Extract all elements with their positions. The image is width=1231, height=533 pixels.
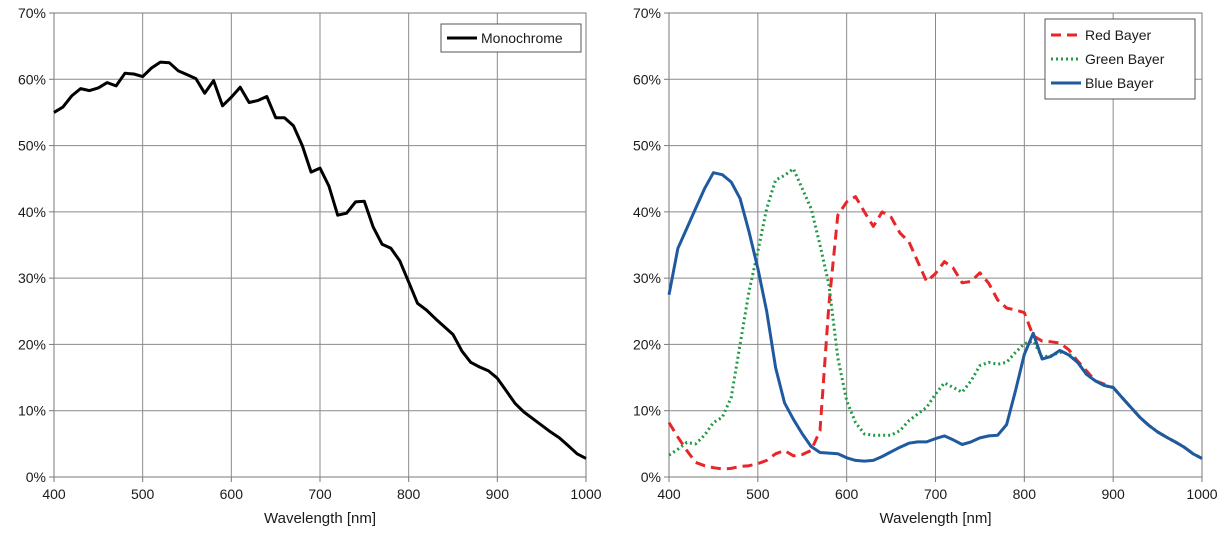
x-tick-label: 800	[1013, 486, 1037, 502]
x-tick-label: 900	[486, 486, 510, 502]
y-tick-label: 10%	[633, 403, 661, 419]
y-tick-label: 60%	[18, 71, 46, 87]
y-tick-label: 30%	[633, 270, 661, 286]
x-tick-label: 600	[835, 486, 859, 502]
x-tick-label: 400	[657, 486, 681, 502]
y-tick-label: 20%	[18, 336, 46, 352]
x-tick-label: 1000	[1186, 486, 1217, 502]
x-tick-label: 1000	[570, 486, 601, 502]
bayer-chart: 400 500 600 700 800 900 1000 0% 10% 20% 30% 40% 50% 6…	[633, 5, 1218, 527]
y-tick-label: 70%	[633, 5, 661, 21]
y-tick-label: 60%	[633, 71, 661, 87]
x-tick-label: 900	[1101, 486, 1125, 502]
series-line-blue-bayer	[667, 171, 1203, 463]
x-tick-label: 700	[308, 486, 332, 502]
legend: Monochrome	[440, 23, 582, 53]
y-tick-label: 50%	[633, 138, 661, 154]
y-tick-label: 40%	[633, 204, 661, 220]
x-axis-label: Wavelength [nm]	[880, 510, 992, 527]
x-tick-label: 500	[746, 486, 770, 502]
y-tick-label: 20%	[633, 336, 661, 352]
y-tick-label: 40%	[18, 204, 46, 220]
y-tick-label: 30%	[18, 270, 46, 286]
x-tick-label: 800	[397, 486, 421, 502]
y-tick-label: 0%	[26, 469, 46, 485]
series-line-monochrome	[53, 60, 587, 460]
x-tick-label: 400	[42, 486, 66, 502]
y-tick-label: 0%	[641, 469, 661, 485]
y-tick-label: 10%	[18, 403, 46, 419]
legend-box	[1044, 18, 1196, 100]
legend: Red Bayer Green Bayer Blue Bayer	[1044, 18, 1196, 100]
legend-label: Green Bayer	[1085, 51, 1165, 67]
y-tick-label: 70%	[18, 5, 46, 21]
monochrome-chart: 400 500 600 700 800 900 1000 0% 10% 20% 30% 40% 50% 6…	[18, 5, 602, 527]
x-axis-label: Wavelength [nm]	[264, 510, 376, 527]
legend-label: Red Bayer	[1085, 27, 1151, 43]
x-tick-label: 500	[131, 486, 155, 502]
legend-label: Monochrome	[481, 30, 563, 46]
x-tick-label: 600	[220, 486, 244, 502]
y-tick-label: 50%	[18, 138, 46, 154]
x-tick-label: 700	[924, 486, 948, 502]
legend-label: Blue Bayer	[1085, 75, 1154, 91]
